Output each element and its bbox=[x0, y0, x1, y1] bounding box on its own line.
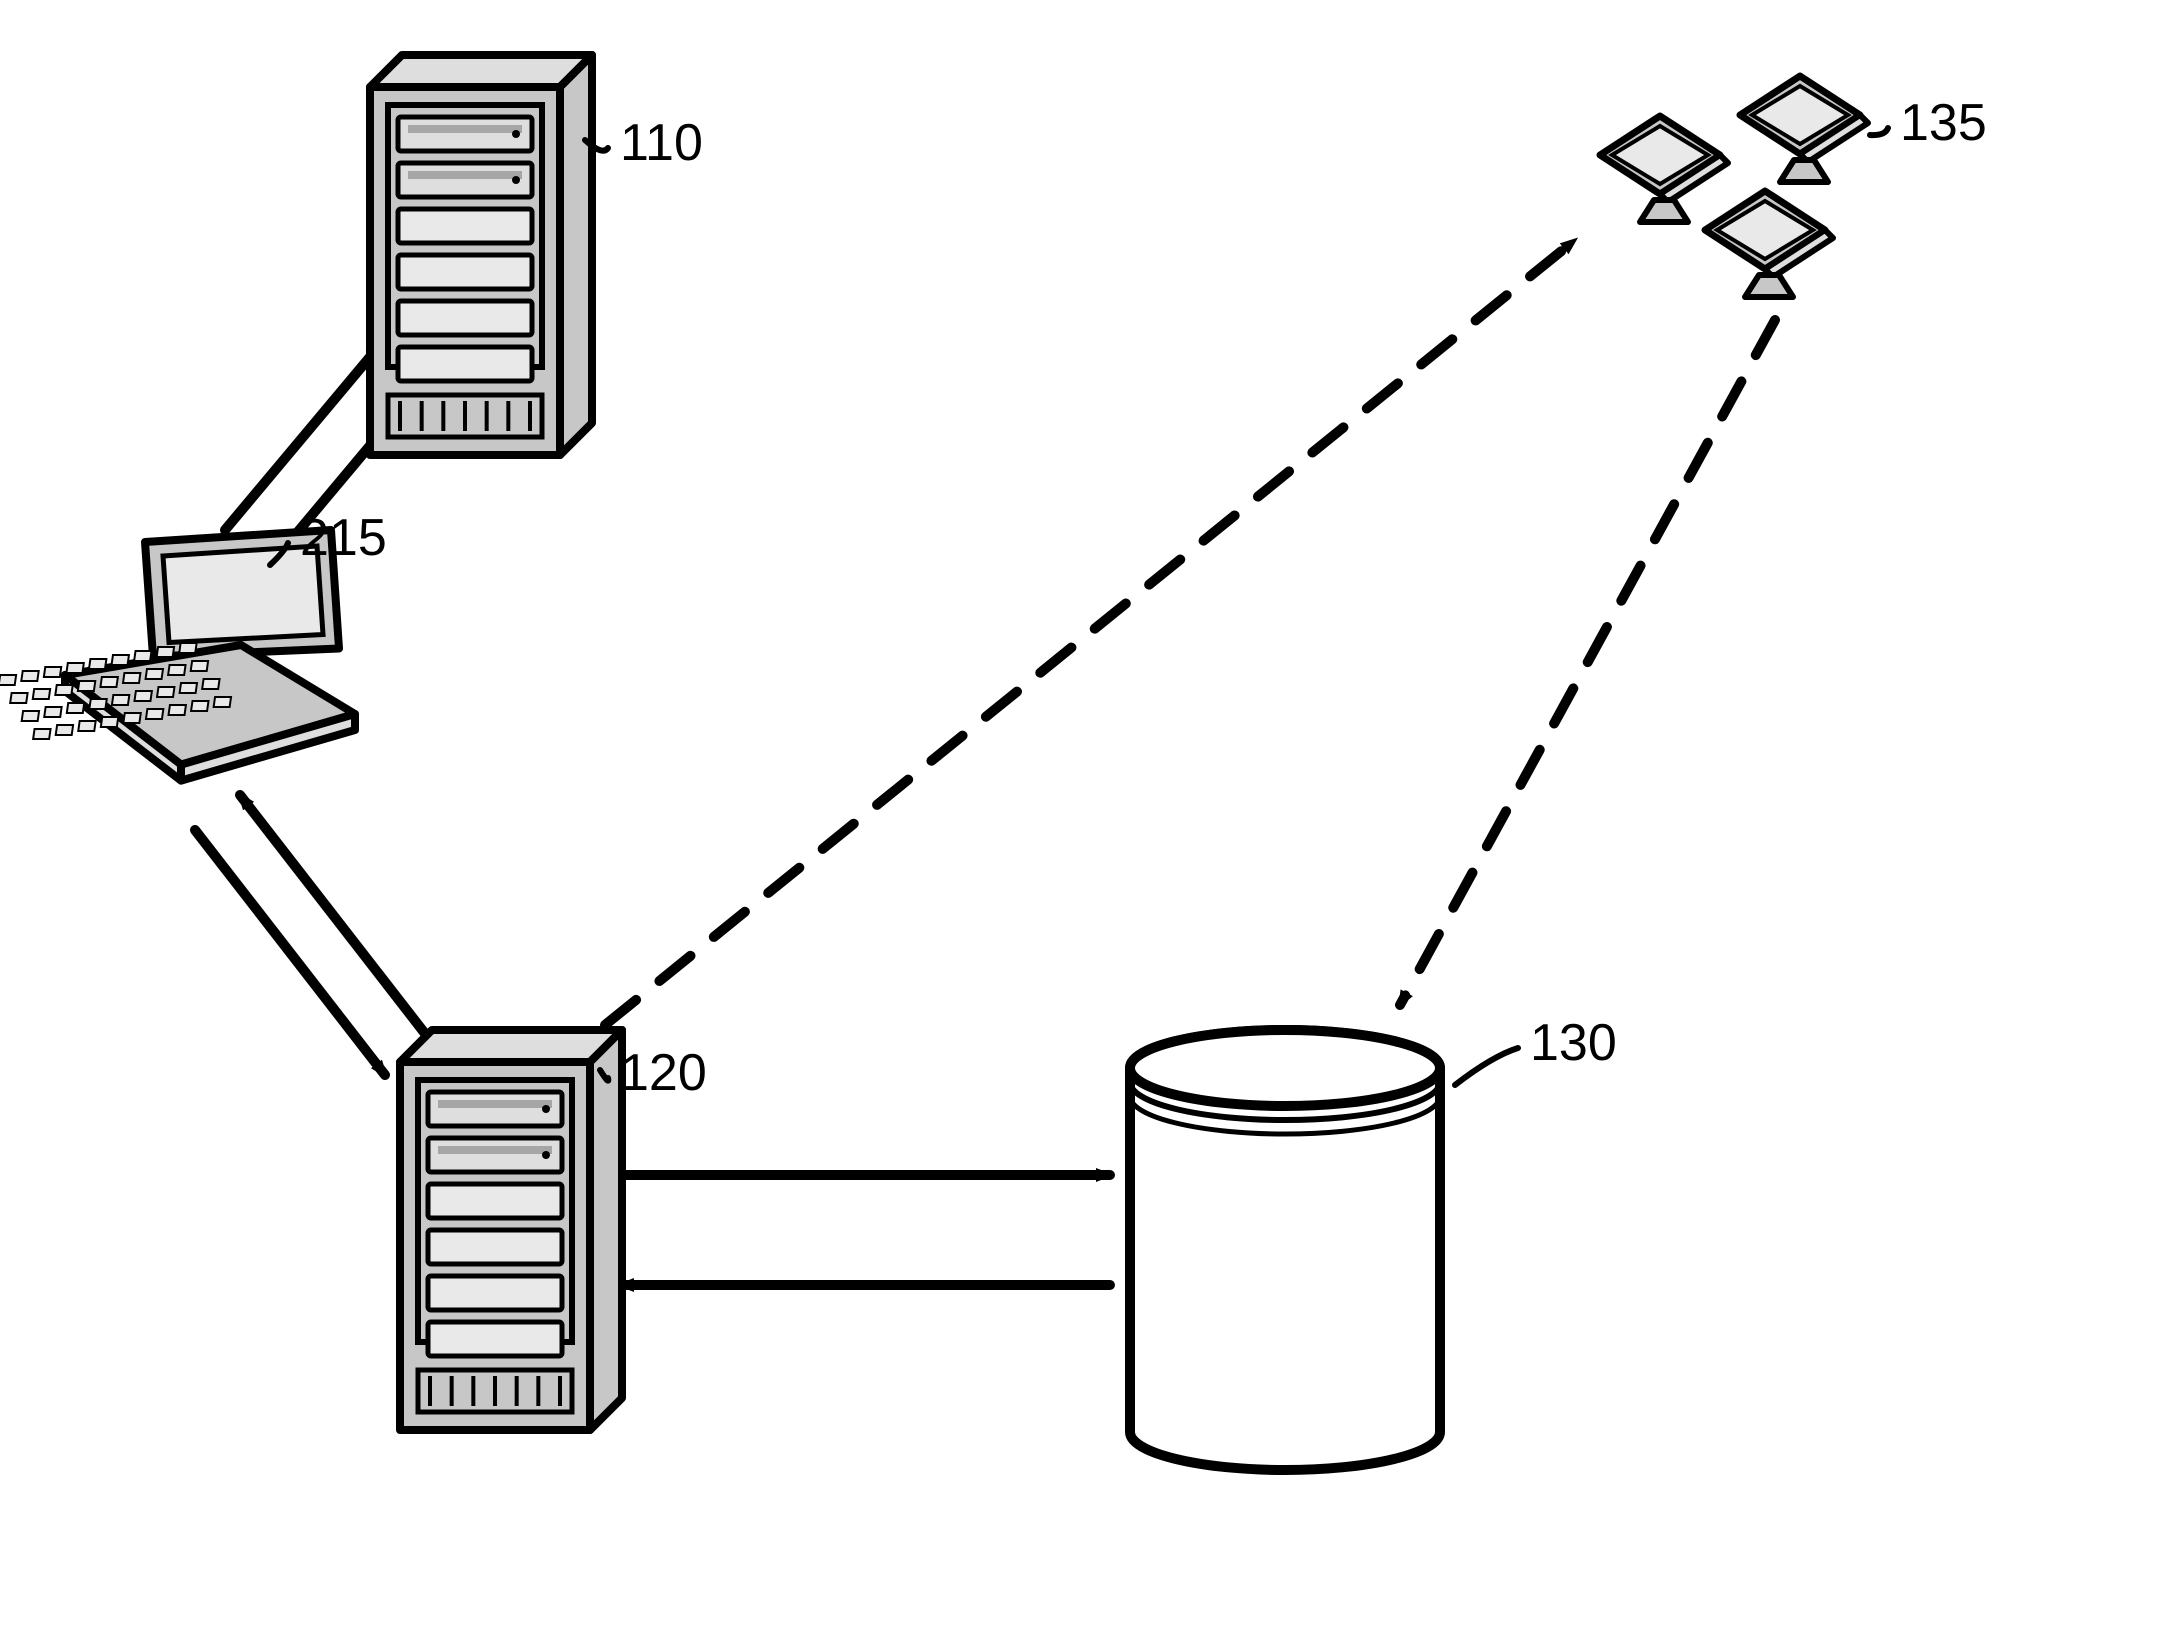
edge-monitors-to-cylinder bbox=[1400, 320, 1775, 1005]
cylinder-label-leader bbox=[1455, 1048, 1518, 1085]
edge-server_bottom-to-monitors bbox=[605, 240, 1575, 1025]
database-cylinder-icon bbox=[1130, 1030, 1440, 1470]
server-bottom-icon bbox=[400, 1030, 622, 1430]
edge-laptop-to-server_top bbox=[225, 345, 380, 530]
monitors-cluster-icon bbox=[1600, 76, 1868, 297]
server-top-label: 110 bbox=[620, 114, 703, 172]
monitors-label-leader bbox=[1870, 128, 1888, 135]
laptop-icon bbox=[0, 530, 355, 781]
server-bottom-label: 120 bbox=[620, 1044, 707, 1102]
laptop-label: 215 bbox=[300, 509, 387, 567]
server-top-icon bbox=[370, 55, 592, 455]
cylinder-label: 130 bbox=[1530, 1014, 1617, 1072]
monitors-label: 135 bbox=[1900, 94, 1987, 152]
